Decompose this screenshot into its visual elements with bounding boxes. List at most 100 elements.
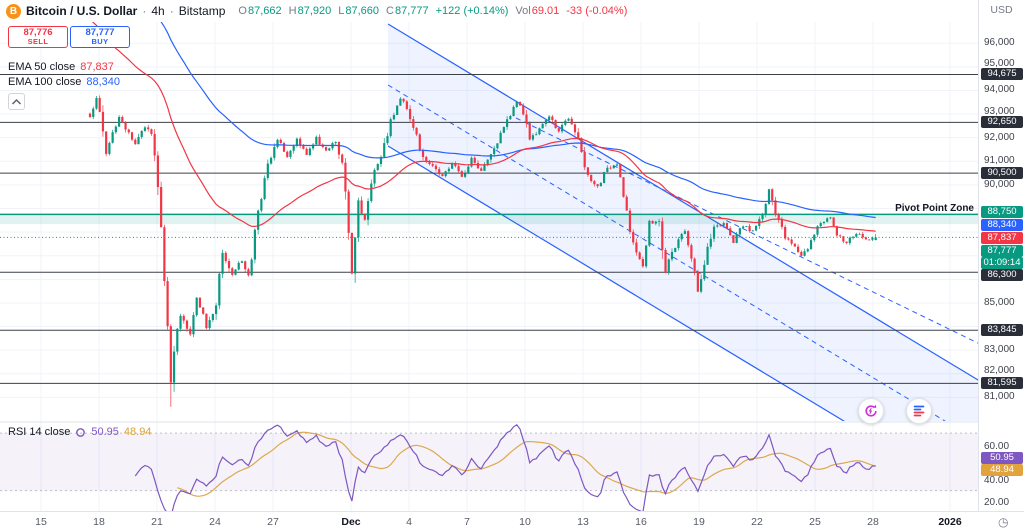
bitcoin-icon: B bbox=[6, 3, 21, 19]
separator: · bbox=[169, 4, 174, 18]
time-tick: 16 bbox=[635, 516, 647, 528]
time-tick: 4 bbox=[406, 516, 412, 528]
high-label: H bbox=[288, 5, 297, 17]
order-book-button[interactable] bbox=[906, 398, 932, 424]
volume-label: Vol bbox=[515, 5, 531, 17]
ema50-legend[interactable]: EMA 50 close 87,837 bbox=[8, 61, 114, 73]
time-tick: Dec bbox=[341, 516, 361, 528]
low-value: 87,660 bbox=[345, 5, 380, 17]
time-tick: 10 bbox=[519, 516, 531, 528]
low-label: L bbox=[338, 5, 345, 17]
rsi-tick: 60.00 bbox=[984, 441, 1010, 452]
time-tick: 25 bbox=[809, 516, 821, 528]
time-tick: 22 bbox=[751, 516, 763, 528]
refresh-bolt-icon bbox=[865, 404, 877, 417]
separator: · bbox=[142, 4, 147, 18]
sell-label: SELL bbox=[27, 37, 49, 47]
price-label: 92,650 bbox=[981, 116, 1023, 128]
price-tick: 94,000 bbox=[984, 84, 1015, 96]
price-tick: 95,000 bbox=[984, 58, 1015, 69]
buy-label: BUY bbox=[91, 37, 109, 47]
rsi-value-2: 48.94 bbox=[123, 426, 152, 438]
volume-pair: Vol 69.01 bbox=[515, 5, 559, 17]
interval-button[interactable]: 4h bbox=[151, 4, 165, 18]
levels-layer bbox=[0, 74, 978, 384]
currency-label: USD bbox=[990, 4, 1013, 16]
price-label: 87,777 bbox=[981, 245, 1023, 257]
rsi-label: 50.95 bbox=[981, 452, 1023, 464]
ema100-legend-label: EMA 100 close bbox=[8, 76, 82, 88]
time-tick: 2026 bbox=[938, 516, 962, 528]
rsi-tick: 20.00 bbox=[984, 497, 1010, 508]
rsi-layer bbox=[0, 424, 978, 511]
price-tick: 83,000 bbox=[984, 344, 1015, 356]
high-pair: H 87,920 bbox=[289, 5, 332, 17]
quick-trade-button[interactable] bbox=[858, 398, 884, 424]
close-value: 87,777 bbox=[394, 5, 429, 17]
clock-icon[interactable]: ◷ bbox=[998, 515, 1009, 529]
time-tick: 27 bbox=[267, 516, 279, 528]
open-value: 87,662 bbox=[247, 5, 282, 17]
price-tick: 90,000 bbox=[984, 178, 1015, 190]
price-label: 90,500 bbox=[981, 167, 1023, 179]
close-pair: C 87,777 bbox=[386, 5, 429, 17]
ema50-legend-value: 87,837 bbox=[80, 61, 114, 73]
collapse-legend-button[interactable] bbox=[8, 93, 25, 110]
ema100-legend-value: 88,340 bbox=[86, 76, 121, 88]
ema100-legend[interactable]: EMA 100 close 88,340 bbox=[8, 76, 120, 88]
sell-button[interactable]: 87,776 SELL bbox=[8, 26, 68, 48]
chart-header: B Bitcoin / U.S. Dollar · 4h · Bitstamp … bbox=[0, 0, 978, 22]
rsi-tick: 40.00 bbox=[984, 475, 1010, 486]
ohlc-row: O 87,662 H 87,920 L 87,660 C 87,777 +122 (+0… bbox=[238, 5, 627, 17]
high-value: 87,920 bbox=[297, 5, 332, 17]
trade-widget: 87,776 SELL 87,777 BUY bbox=[8, 26, 130, 48]
price-label: 86,300 bbox=[981, 269, 1023, 281]
grid-layer bbox=[0, 22, 978, 511]
rsi-icon bbox=[76, 427, 86, 437]
low-pair: L 87,660 bbox=[338, 5, 379, 17]
time-tick: 19 bbox=[693, 516, 705, 528]
close-label: C bbox=[386, 5, 394, 17]
symbol-title[interactable]: Bitcoin / U.S. Dollar bbox=[26, 4, 138, 18]
ema50-legend-label: EMA 50 close bbox=[8, 61, 76, 73]
time-tick: 21 bbox=[151, 516, 163, 528]
candles-layer bbox=[88, 95, 877, 407]
time-axis[interactable]: ◷ 15 18 21 24 27 Dec 4 7 10 13 16 19 22 25 28 2026 bbox=[0, 511, 1024, 532]
open-label: O bbox=[238, 5, 247, 17]
time-tick: 24 bbox=[209, 516, 221, 528]
order-book-icon bbox=[913, 405, 925, 417]
price-axis[interactable]: USD 96,000 95,000 94,000 93,000 92,000 91,000… bbox=[978, 0, 1024, 532]
price-tick: 92,000 bbox=[984, 131, 1015, 143]
change-value: +122 (+0.14%) bbox=[435, 5, 509, 17]
price-label: 88,340 bbox=[981, 219, 1023, 231]
price-label: 87,837 bbox=[981, 232, 1023, 244]
price-label: 81,595 bbox=[981, 377, 1023, 389]
buy-price: 87,777 bbox=[85, 27, 115, 39]
open-pair: O 87,662 bbox=[238, 5, 281, 17]
rsi-label: 48.94 bbox=[981, 464, 1023, 476]
rsi-legend[interactable]: RSI 14 close 50.95 48.94 bbox=[8, 426, 151, 438]
rsi-value-1: 50.95 bbox=[91, 426, 119, 438]
price-tick: 82,000 bbox=[984, 365, 1015, 376]
chevron-up-icon bbox=[11, 98, 22, 105]
time-tick: 15 bbox=[35, 516, 47, 528]
price-tick: 96,000 bbox=[984, 37, 1015, 49]
price-tick: 81,000 bbox=[984, 391, 1015, 403]
price-tick: 91,000 bbox=[984, 155, 1015, 167]
price-label: 01:09:14 bbox=[981, 257, 1023, 269]
sell-price: 87,776 bbox=[23, 27, 53, 39]
volume-change: -33 (-0.04%) bbox=[566, 5, 628, 17]
price-tick: 85,000 bbox=[984, 296, 1015, 308]
time-tick: 7 bbox=[464, 516, 470, 528]
buy-button[interactable]: 87,777 BUY bbox=[70, 26, 130, 48]
price-tick: 93,000 bbox=[984, 106, 1015, 117]
volume-value: 69.01 bbox=[531, 5, 560, 17]
exchange-label: Bitstamp bbox=[178, 4, 226, 18]
ema-layer bbox=[92, 22, 876, 232]
time-tick: 13 bbox=[577, 516, 589, 528]
rsi-legend-label: RSI 14 close bbox=[8, 426, 71, 438]
time-tick: 28 bbox=[867, 516, 879, 528]
time-tick: 18 bbox=[93, 516, 105, 528]
pivot-point-zone-label[interactable]: Pivot Point Zone bbox=[895, 203, 974, 214]
